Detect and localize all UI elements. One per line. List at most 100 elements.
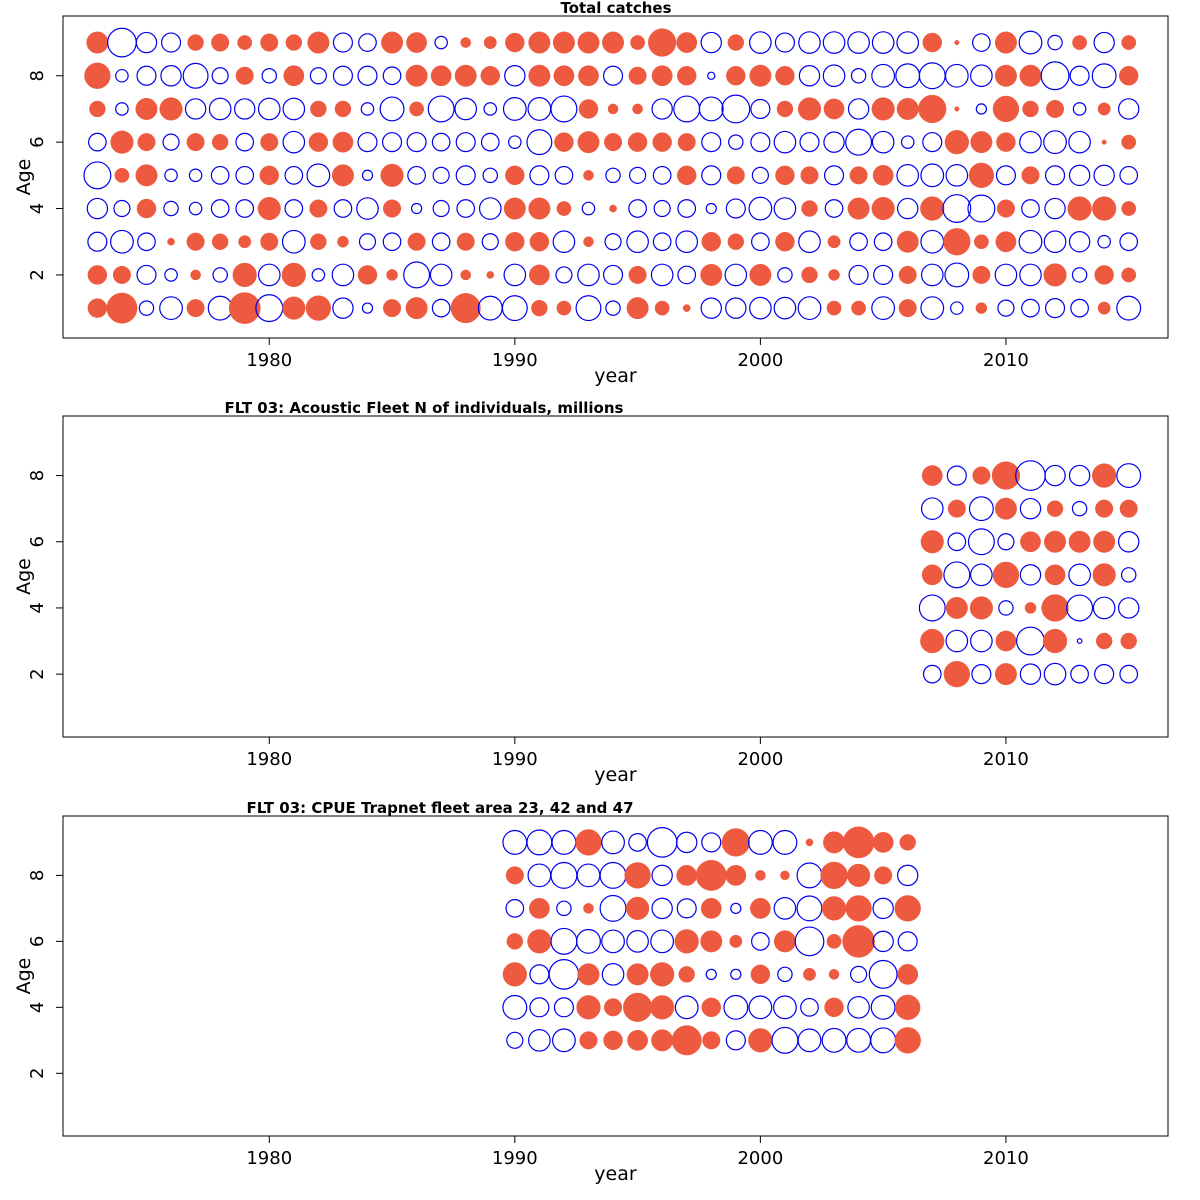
y-tick-label: 6 [27,936,48,947]
negative-residual-bubble [235,132,255,152]
positive-residual-bubble [1072,35,1088,50]
negative-residual-bubble [526,129,553,156]
negative-residual-bubble [674,995,699,1020]
negative-residual-bubble [772,829,798,855]
negative-residual-bubble [605,167,621,184]
positive-residual-bubble [847,863,871,887]
negative-residual-bubble [508,135,522,149]
negative-residual-bubble [1044,165,1066,186]
negative-residual-bubble [599,894,627,922]
positive-residual-bubble [676,32,698,53]
positive-residual-bubble [460,37,472,48]
negative-residual-bubble [751,932,770,951]
negative-residual-bubble [257,97,281,121]
positive-residual-bubble [847,197,870,220]
negative-residual-bubble [677,265,697,285]
positive-residual-bubble [260,133,279,152]
positive-residual-bubble [628,66,647,85]
positive-residual-bubble [528,64,551,87]
negative-residual-bubble [477,295,503,321]
negative-residual-bubble [967,194,996,223]
x-tick-label: 1990 [492,350,538,371]
negative-residual-bubble [1019,497,1042,520]
positive-residual-bubble [308,132,329,152]
negative-residual-bubble [1116,295,1142,321]
negative-residual-bubble [823,165,845,186]
positive-residual-bubble [583,903,594,914]
negative-residual-bubble [700,31,722,54]
negative-residual-bubble [182,62,209,89]
negative-residual-bubble [1068,563,1091,587]
negative-residual-bubble [282,97,306,121]
positive-residual-bubble [991,461,1021,490]
negative-residual-bubble [361,302,374,314]
negative-residual-bubble [550,861,578,889]
positive-residual-bubble [553,65,575,87]
positive-residual-bubble [603,1030,623,1051]
negative-residual-bubble [824,199,844,218]
negative-residual-bubble [211,67,229,85]
negative-residual-bubble [601,830,625,855]
positive-residual-bubble [871,196,895,221]
positive-residual-bubble [842,925,875,958]
negative-residual-bubble [434,35,448,50]
positive-residual-bubble [725,865,747,886]
positive-residual-bubble [578,65,599,87]
positive-residual-bubble [651,65,673,87]
negative-residual-bubble [896,197,919,220]
positive-residual-bubble [702,1031,721,1050]
positive-residual-bubble [898,265,917,284]
positive-residual-bubble [654,300,670,316]
positive-residual-bubble [851,300,867,316]
positive-residual-bubble [1024,602,1037,614]
negative-residual-bubble [700,297,722,319]
negative-residual-bubble [1068,464,1091,487]
positive-residual-bubble [237,35,253,50]
negative-residual-bubble [675,230,699,254]
negative-residual-bubble [1019,263,1042,287]
positive-residual-bubble [773,930,796,953]
negative-residual-bubble [431,232,451,252]
positive-residual-bubble [920,196,945,221]
negative-residual-bubble [261,67,278,84]
negative-residual-bubble [822,31,846,54]
positive-residual-bubble [842,826,875,859]
positive-residual-bubble [430,65,452,87]
negative-residual-bubble [896,864,919,887]
negative-residual-bubble [1068,130,1091,154]
y-tick-label: 4 [27,203,48,214]
negative-residual-bubble [730,968,742,981]
positive-residual-bubble [86,31,109,54]
positive-residual-bubble [1043,263,1067,287]
negative-residual-bubble [138,300,155,316]
negative-residual-bubble [796,862,823,889]
positive-residual-bubble [211,233,229,250]
negative-residual-bubble [188,168,203,183]
positive-residual-bubble [257,196,281,221]
negative-residual-bubble [1069,65,1090,86]
x-tick-label: 2000 [737,1148,783,1169]
negative-residual-bubble [357,65,378,86]
negative-residual-bubble [550,95,578,123]
negative-residual-bubble [673,95,701,123]
positive-residual-bubble [232,262,257,288]
x-tick-label: 1980 [246,1148,292,1169]
positive-residual-bubble [1092,563,1116,587]
positive-residual-bubble [872,832,894,853]
positive-residual-bubble [627,1029,648,1051]
positive-residual-bubble [972,265,991,284]
negative-residual-bubble [651,897,673,920]
x-axis-label: year [594,1163,637,1185]
positive-residual-bubble [407,232,426,251]
negative-residual-bubble [749,296,772,320]
positive-residual-bubble [135,164,158,187]
x-axis-label: year [594,764,637,786]
negative-residual-bubble [360,102,375,116]
negative-residual-bubble [502,829,528,855]
negative-residual-bubble [361,169,374,182]
negative-residual-bubble [162,133,180,151]
negative-residual-bubble [115,102,129,116]
negative-residual-bubble [552,230,576,254]
negative-residual-bubble [136,65,157,86]
positive-residual-bubble [750,898,771,919]
